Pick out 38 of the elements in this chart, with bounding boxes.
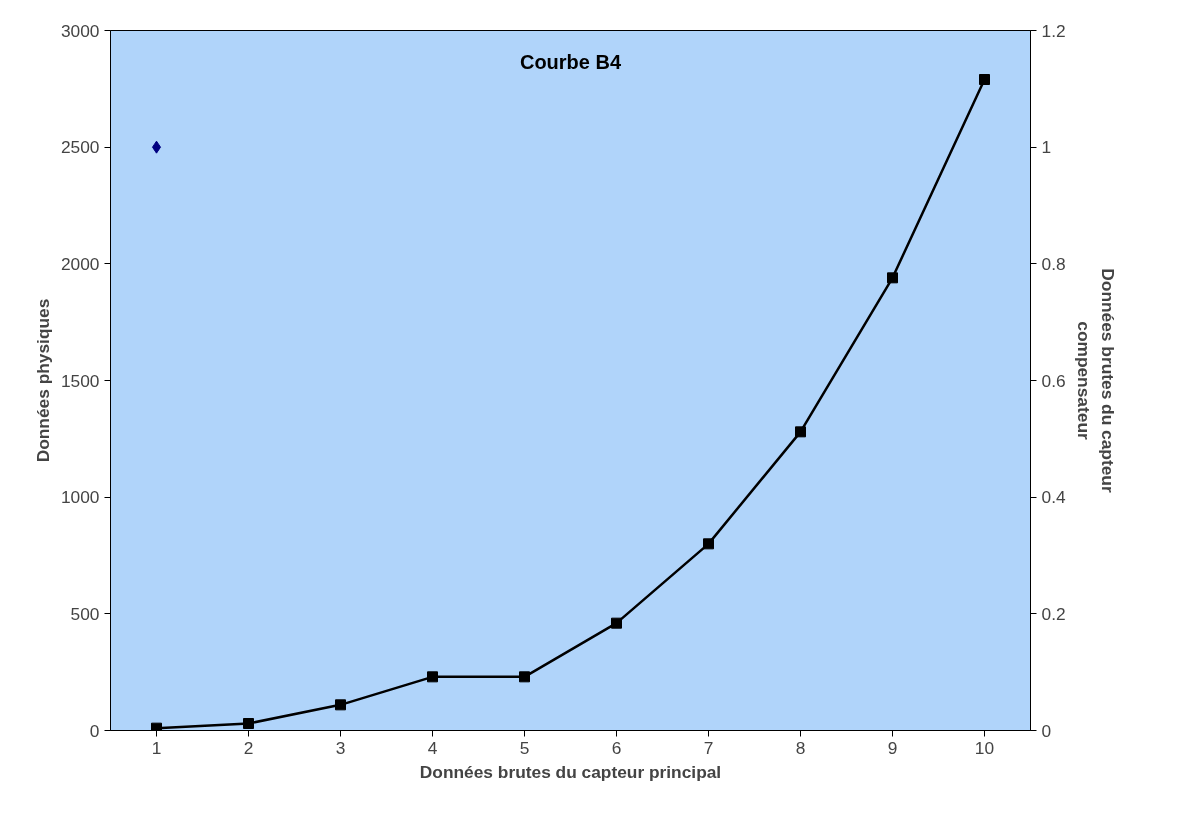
point — [979, 74, 990, 85]
x-tick-label: 10 — [974, 737, 995, 758]
x-tick-label: 9 — [887, 737, 898, 758]
y2-tick-label: 0.8 — [1041, 253, 1066, 274]
y2-tick-label: 0 — [1041, 720, 1052, 741]
y2-axis-title: Données brutes du capteur compensateur — [1073, 268, 1118, 493]
x-tick-label: 2 — [243, 737, 254, 758]
y2-tick-label: 0.6 — [1041, 370, 1066, 391]
point — [703, 538, 714, 550]
y-tick-label: 2000 — [60, 253, 100, 274]
text: Courbe B4 — [519, 50, 622, 73]
x-tick-label: 8 — [795, 737, 806, 758]
point — [611, 617, 622, 629]
y-tick-label: 2500 — [60, 137, 100, 158]
y-axis-title: Données physiques — [32, 298, 53, 463]
point — [519, 671, 530, 683]
y-tick-label: 1500 — [60, 370, 100, 391]
y-tick-label: 1000 — [60, 487, 100, 508]
point — [335, 699, 346, 711]
x-tick-label: 7 — [703, 737, 714, 758]
point — [887, 272, 898, 284]
x-tick-label: 1 — [151, 737, 162, 758]
y-tick-label: 0 — [89, 720, 100, 741]
point — [427, 671, 438, 683]
y2-tick-label: 0.4 — [1041, 487, 1066, 508]
x-axis-title: Données brutes du capteur principal — [419, 761, 722, 782]
y2-tick-label: 0.2 — [1041, 603, 1066, 624]
x-tick-label: 6 — [611, 737, 622, 758]
y2-tick-label: 1.2 — [1041, 20, 1066, 41]
point — [243, 718, 254, 729]
x-tick-label: 5 — [519, 737, 530, 758]
point — [151, 722, 162, 731]
x-tick-label: 4 — [427, 737, 438, 758]
y2-tick-label: 1 — [1041, 137, 1052, 158]
x-tick-label: 3 — [335, 737, 346, 758]
y-tick-label: 500 — [70, 603, 100, 624]
y-tick-label: 3000 — [60, 20, 100, 41]
point — [795, 426, 806, 438]
